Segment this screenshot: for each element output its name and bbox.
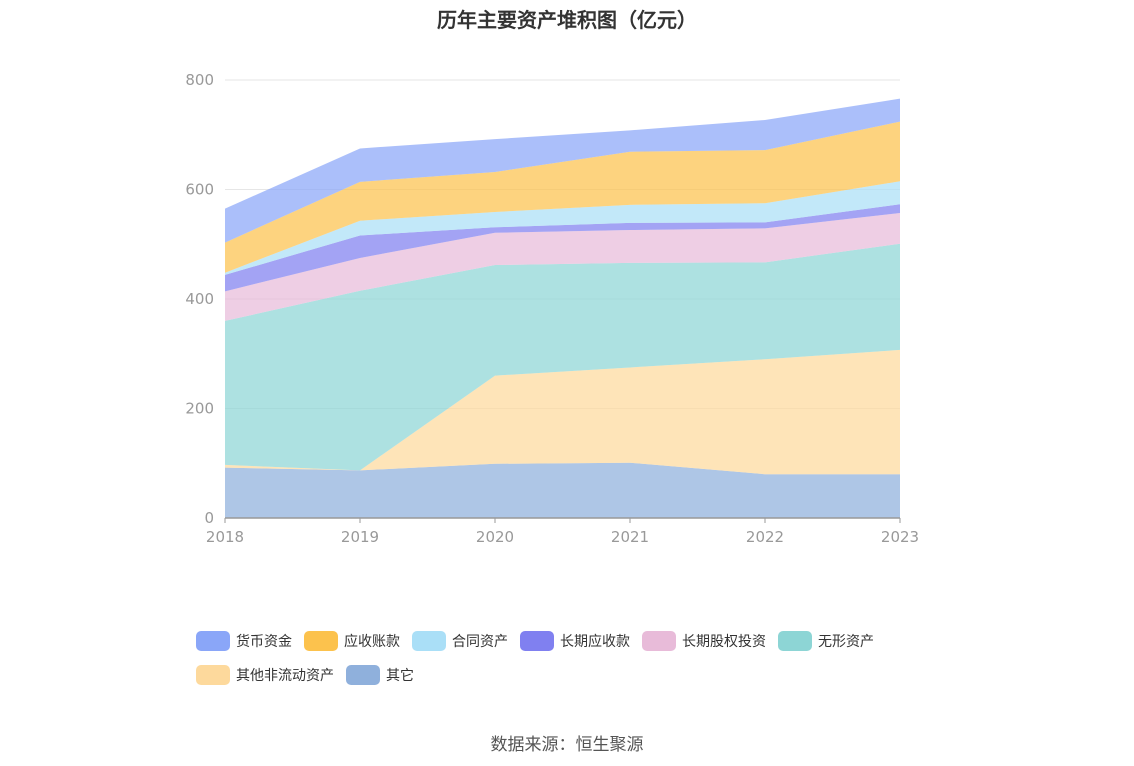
area-series [225,98,900,518]
x-tick-label: 2022 [746,528,784,546]
y-tick-label: 800 [185,71,214,89]
legend-swatch [196,665,230,685]
legend-item[interactable]: 货币资金 [196,630,292,652]
area-series-4 [225,204,900,292]
legend-label: 合同资产 [452,634,508,650]
y-tick-label: 600 [185,181,214,199]
chart-title: 历年主要资产堆积图（亿元） [437,8,697,32]
legend-label: 无形资产 [818,634,874,650]
x-tick-label: 2020 [476,528,514,546]
x-tick-label: 2019 [341,528,379,546]
area-series-2 [225,243,900,471]
legend-swatch [412,631,446,651]
data-source: 数据来源：恒生聚源 [490,735,644,755]
legend-label: 其他非流动资产 [236,668,334,684]
legend-swatch [778,631,812,651]
legend-swatch [346,665,380,685]
stacked-area-chart: 0 200 400 600 800 2018 2019 2020 2021 2022 2023 [185,71,919,546]
legend-item[interactable]: 其他非流动资产 [196,664,334,686]
legend-item[interactable]: 无形资产 [778,630,874,652]
area-series-5 [225,181,900,275]
x-tick-label: 2021 [611,528,649,546]
legend-item[interactable]: 长期应收款 [520,630,630,652]
y-tick-label: 200 [185,400,214,418]
legend: 货币资金 应收账款 合同资产 长期应收款 长期股权投资 无形资产其他非流动资产 其它 [196,630,956,686]
y-tick-label: 400 [185,290,214,308]
area-series-1 [225,349,900,475]
area-series-7 [225,98,900,243]
legend-item[interactable]: 其它 [346,664,414,686]
area-series-6 [225,121,900,273]
y-tick-label: 0 [204,509,214,527]
legend-label: 长期应收款 [560,634,630,650]
axes: 0 200 400 600 800 2018 2019 2020 2021 2022 2023 [185,71,919,546]
area-series-0 [225,462,900,518]
legend-label: 货币资金 [236,634,292,650]
x-tick-label: 2018 [206,528,244,546]
legend-swatch [520,631,554,651]
legend-item[interactable]: 应收账款 [304,630,400,652]
legend-label: 长期股权投资 [682,634,766,650]
legend-item[interactable]: 长期股权投资 [642,630,766,652]
legend-label: 其它 [386,668,414,684]
x-tick-label: 2023 [881,528,919,546]
area-series-3 [225,213,900,321]
legend-swatch [304,631,338,651]
legend-swatch [196,631,230,651]
legend-swatch [642,631,676,651]
legend-item[interactable]: 合同资产 [412,630,508,652]
legend-label: 应收账款 [344,634,400,650]
